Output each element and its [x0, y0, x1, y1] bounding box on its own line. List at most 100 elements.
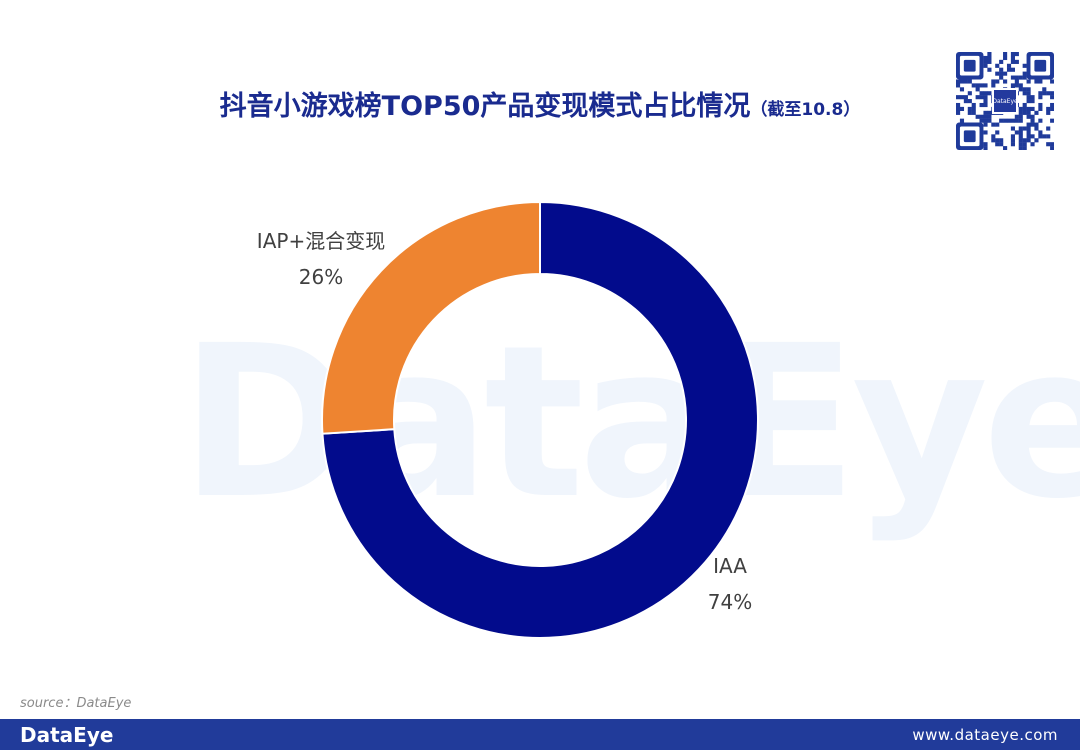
qr-module	[987, 91, 992, 96]
qr-module	[1003, 146, 1008, 151]
qr-module	[979, 91, 984, 96]
qr-module	[1038, 79, 1043, 84]
qr-module	[979, 114, 984, 119]
qr-module	[995, 138, 1000, 143]
qr-module	[1003, 118, 1008, 123]
qr-module	[983, 59, 988, 64]
chart-title-main: 抖音小游戏榜TOP50产品变现模式占比情况	[219, 91, 751, 122]
qr-module	[1030, 142, 1035, 147]
qr-module	[963, 95, 968, 100]
qr-module	[1030, 122, 1035, 127]
qr-module	[1018, 142, 1023, 147]
qr-module	[999, 67, 1004, 72]
qr-module	[987, 118, 992, 123]
qr-module	[1050, 95, 1055, 100]
qr-module	[983, 130, 988, 135]
qr-module	[1042, 91, 1047, 96]
qr-module	[1010, 52, 1015, 57]
qr-module	[1026, 138, 1031, 143]
qr-module	[1038, 91, 1043, 96]
slice-label-0: IAA	[713, 554, 747, 578]
qr-module	[1018, 83, 1023, 88]
qr-module	[1046, 110, 1051, 115]
qr-module	[1050, 118, 1055, 123]
qr-module	[979, 95, 984, 100]
qr-module	[1026, 122, 1031, 127]
qr-module	[967, 99, 972, 104]
qr-module	[1014, 75, 1019, 80]
qr-module	[1046, 142, 1051, 147]
qr-module	[1038, 134, 1043, 139]
qr-module	[1014, 79, 1019, 84]
qr-module	[1010, 134, 1015, 139]
qr-module	[991, 79, 996, 84]
qr-module	[987, 52, 992, 57]
footer-url[interactable]: www.dataeye.com	[912, 726, 1058, 744]
qr-module	[1046, 134, 1051, 139]
qr-module	[1006, 63, 1012, 68]
qr-module	[1003, 79, 1008, 84]
qr-finder	[1034, 59, 1047, 72]
qr-module	[1018, 126, 1023, 131]
qr-finder	[963, 130, 976, 143]
qr-module	[1010, 59, 1015, 64]
qr-module	[1018, 134, 1023, 139]
qr-module	[1010, 55, 1015, 61]
qr-module	[1003, 71, 1008, 76]
qr-finder	[963, 59, 976, 72]
qr-module	[1038, 118, 1043, 123]
qr-module	[1050, 102, 1055, 108]
qr-module	[1014, 114, 1019, 119]
qr-module	[1022, 87, 1027, 92]
qr-module	[995, 63, 1000, 68]
qr-module	[991, 122, 996, 127]
footer-bar: DataEye www.dataeye.com	[0, 719, 1080, 750]
qr-module	[983, 122, 988, 127]
qr-module	[1010, 118, 1015, 123]
qr-module	[1026, 126, 1031, 131]
qr-module	[987, 67, 992, 72]
qr-module	[1050, 106, 1055, 111]
qr-module	[959, 95, 965, 100]
qr-module	[956, 79, 961, 84]
qr-module	[1050, 142, 1055, 147]
qr-module	[1038, 95, 1043, 100]
qr-module	[971, 110, 976, 115]
qr-module	[1050, 91, 1055, 96]
qr-module	[975, 87, 980, 92]
qr-module	[1046, 106, 1051, 111]
qr-module	[1018, 110, 1023, 115]
pie-slice-0	[321, 200, 759, 639]
qr-module	[983, 63, 988, 68]
qr-module	[1038, 106, 1043, 111]
qr-module	[1010, 142, 1015, 147]
qr-module	[983, 146, 988, 151]
qr-module	[1022, 102, 1027, 108]
qr-module	[999, 118, 1004, 123]
qr-module	[975, 95, 980, 100]
qr-module	[1010, 126, 1015, 131]
qr-module	[1022, 75, 1027, 80]
qr-module	[959, 118, 965, 123]
qr-module	[971, 83, 976, 88]
slice-value-1: 26%	[299, 265, 343, 289]
qr-module	[1050, 146, 1055, 151]
qr-module	[991, 134, 996, 139]
footer-brand: DataEye	[20, 723, 114, 747]
qr-module	[999, 75, 1004, 80]
qr-module	[1018, 106, 1023, 111]
qr-module	[956, 95, 961, 100]
qr-module	[1034, 110, 1039, 115]
qr-module	[983, 114, 988, 119]
qr-module	[1014, 52, 1019, 57]
qr-module	[1034, 126, 1039, 131]
qr-module	[1006, 67, 1012, 72]
qr-module	[956, 83, 961, 88]
qr-module	[1026, 79, 1031, 84]
qr-module	[1014, 118, 1019, 123]
qr-module	[956, 102, 961, 108]
qr-module	[1026, 99, 1031, 104]
qr-module	[1034, 138, 1039, 143]
qr-module	[1046, 126, 1051, 131]
qr-module	[1050, 79, 1055, 84]
